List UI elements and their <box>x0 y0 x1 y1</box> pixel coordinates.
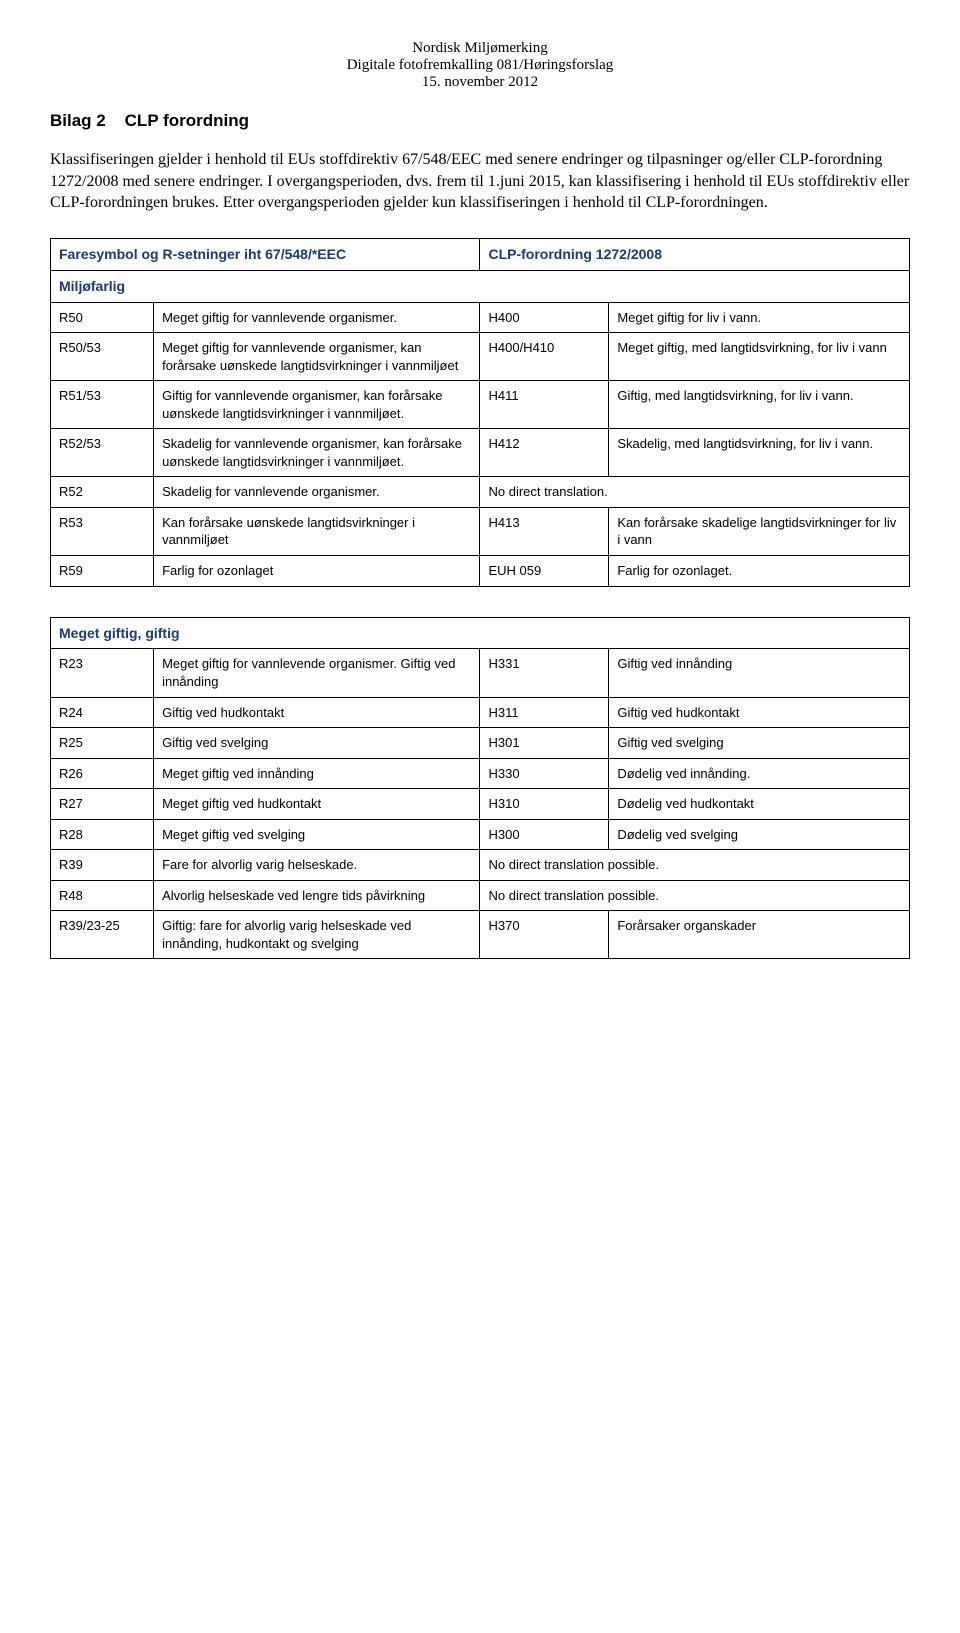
code-cell: R23 <box>51 649 154 697</box>
code-cell: R27 <box>51 789 154 820</box>
desc-cell: Giftig ved svelging <box>154 728 480 759</box>
clp-desc-cell: Skadelig, med langtidsvirkning, for liv … <box>609 429 910 477</box>
clp-cell: No direct translation possible. <box>480 850 910 881</box>
code-cell: R52 <box>51 477 154 508</box>
clp-cell: No direct translation. <box>480 477 910 508</box>
table-row: R51/53Giftig for vannlevende organismer,… <box>51 381 910 429</box>
code-cell: R28 <box>51 819 154 850</box>
subhead-cell: Miljøfarlig <box>51 270 910 302</box>
desc-cell: Meget giftig for vannlevende organismer. <box>154 302 480 333</box>
clp-code-cell: H330 <box>480 758 609 789</box>
desc-cell: Kan forårsake uønskede langtidsvirkninge… <box>154 507 480 555</box>
clp-code-cell: H311 <box>480 697 609 728</box>
desc-cell: Giftig ved hudkontakt <box>154 697 480 728</box>
table-row: R53Kan forårsake uønskede langtidsvirkni… <box>51 507 910 555</box>
table-subhead-row: Meget giftig, giftig <box>51 617 910 649</box>
clp-desc-cell: Dødelig ved svelging <box>609 819 910 850</box>
desc-cell: Meget giftig ved innånding <box>154 758 480 789</box>
desc-cell: Meget giftig ved svelging <box>154 819 480 850</box>
clp-desc-cell: Dødelig ved hudkontakt <box>609 789 910 820</box>
table-row: R52/53Skadelig for vannlevende organisme… <box>51 429 910 477</box>
header-right: CLP-forordning 1272/2008 <box>480 238 910 270</box>
table-row: R27Meget giftig ved hudkontaktH310Dødeli… <box>51 789 910 820</box>
subhead-cell: Meget giftig, giftig <box>51 617 910 649</box>
code-cell: R59 <box>51 556 154 587</box>
code-cell: R25 <box>51 728 154 759</box>
clp-code-cell: H331 <box>480 649 609 697</box>
header-line-1: Nordisk Miljømerking <box>50 40 910 57</box>
table-header-row: Faresymbol og R-setninger iht 67/548/*EE… <box>51 238 910 270</box>
table-row: R48Alvorlig helseskade ved lengre tids p… <box>51 880 910 911</box>
table-row: R50Meget giftig for vannlevende organism… <box>51 302 910 333</box>
code-cell: R26 <box>51 758 154 789</box>
table-miljofarlig: Faresymbol og R-setninger iht 67/548/*EE… <box>50 238 910 587</box>
table-row: R26Meget giftig ved innåndingH330Dødelig… <box>51 758 910 789</box>
desc-cell: Alvorlig helseskade ved lengre tids påvi… <box>154 880 480 911</box>
code-cell: R51/53 <box>51 381 154 429</box>
table-row: R50/53Meget giftig for vannlevende organ… <box>51 333 910 381</box>
clp-desc-cell: Forårsaker organskader <box>609 911 910 959</box>
table-row: R39/23-25Giftig: fare for alvorlig varig… <box>51 911 910 959</box>
header-line-3: 15. november 2012 <box>50 74 910 91</box>
table-row: R59Farlig for ozonlagetEUH 059Farlig for… <box>51 556 910 587</box>
desc-cell: Giftig for vannlevende organismer, kan f… <box>154 381 480 429</box>
header-left: Faresymbol og R-setninger iht 67/548/*EE… <box>51 238 480 270</box>
code-cell: R39 <box>51 850 154 881</box>
code-cell: R50/53 <box>51 333 154 381</box>
desc-cell: Fare for alvorlig varig helseskade. <box>154 850 480 881</box>
title-label: Bilag 2 <box>50 111 106 130</box>
clp-desc-cell: Meget giftig for liv i vann. <box>609 302 910 333</box>
desc-cell: Meget giftig ved hudkontakt <box>154 789 480 820</box>
table-row: R52Skadelig for vannlevende organismer.N… <box>51 477 910 508</box>
code-cell: R39/23-25 <box>51 911 154 959</box>
clp-code-cell: H310 <box>480 789 609 820</box>
clp-desc-cell: Farlig for ozonlaget. <box>609 556 910 587</box>
table-meget-giftig: Meget giftig, giftigR23Meget giftig for … <box>50 617 910 960</box>
clp-code-cell: H411 <box>480 381 609 429</box>
desc-cell: Meget giftig for vannlevende organismer,… <box>154 333 480 381</box>
clp-desc-cell: Giftig, med langtidsvirkning, for liv i … <box>609 381 910 429</box>
code-cell: R24 <box>51 697 154 728</box>
table-row: R28Meget giftig ved svelgingH300Dødelig … <box>51 819 910 850</box>
clp-cell: No direct translation possible. <box>480 880 910 911</box>
document-header: Nordisk Miljømerking Digitale fotofremka… <box>50 40 910 91</box>
table-row: R23Meget giftig for vannlevende organism… <box>51 649 910 697</box>
table-row: R25Giftig ved svelgingH301Giftig ved sve… <box>51 728 910 759</box>
code-cell: R53 <box>51 507 154 555</box>
clp-desc-cell: Dødelig ved innånding. <box>609 758 910 789</box>
desc-cell: Giftig: fare for alvorlig varig helseska… <box>154 911 480 959</box>
desc-cell: Farlig for ozonlaget <box>154 556 480 587</box>
intro-paragraph: Klassifiseringen gjelder i henhold til E… <box>50 149 910 214</box>
clp-code-cell: H400/H410 <box>480 333 609 381</box>
code-cell: R50 <box>51 302 154 333</box>
clp-desc-cell: Meget giftig, med langtidsvirkning, for … <box>609 333 910 381</box>
desc-cell: Skadelig for vannlevende organismer. <box>154 477 480 508</box>
desc-cell: Skadelig for vannlevende organismer, kan… <box>154 429 480 477</box>
clp-code-cell: EUH 059 <box>480 556 609 587</box>
clp-code-cell: H300 <box>480 819 609 850</box>
page-title: Bilag 2 CLP forordning <box>50 111 910 131</box>
clp-code-cell: H370 <box>480 911 609 959</box>
table-subhead-row: Miljøfarlig <box>51 270 910 302</box>
header-line-2: Digitale fotofremkalling 081/Høringsfors… <box>50 57 910 74</box>
clp-code-cell: H301 <box>480 728 609 759</box>
clp-desc-cell: Giftig ved hudkontakt <box>609 697 910 728</box>
clp-code-cell: H413 <box>480 507 609 555</box>
code-cell: R52/53 <box>51 429 154 477</box>
clp-desc-cell: Giftig ved innånding <box>609 649 910 697</box>
clp-desc-cell: Kan forårsake skadelige langtidsvirkning… <box>609 507 910 555</box>
clp-desc-cell: Giftig ved svelging <box>609 728 910 759</box>
title-text: CLP forordning <box>125 111 249 130</box>
table-row: R24Giftig ved hudkontaktH311Giftig ved h… <box>51 697 910 728</box>
clp-code-cell: H412 <box>480 429 609 477</box>
desc-cell: Meget giftig for vannlevende organismer.… <box>154 649 480 697</box>
table-row: R39Fare for alvorlig varig helseskade.No… <box>51 850 910 881</box>
code-cell: R48 <box>51 880 154 911</box>
clp-code-cell: H400 <box>480 302 609 333</box>
